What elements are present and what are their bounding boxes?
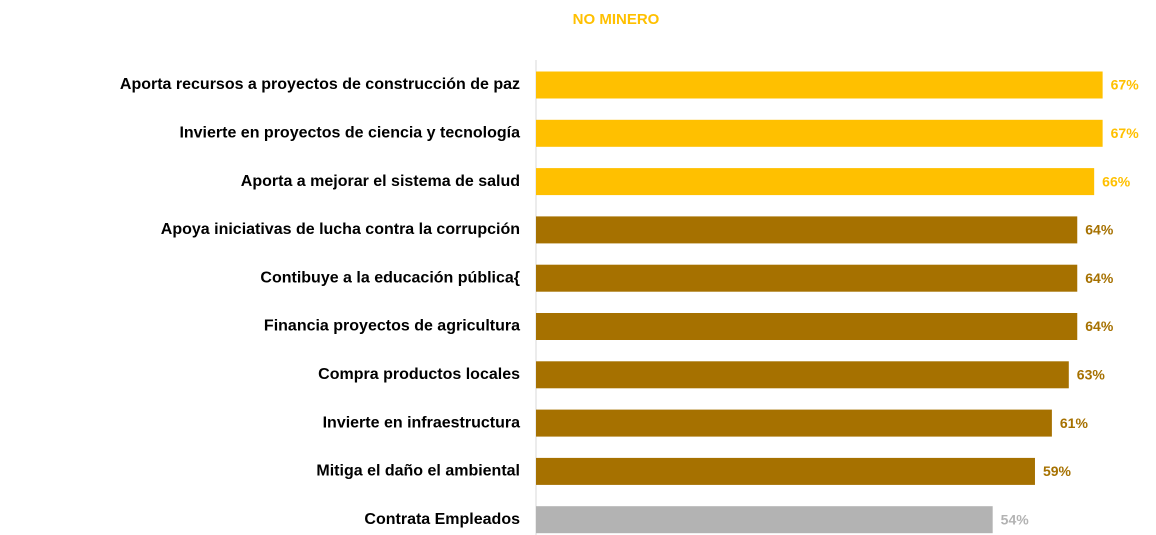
category-label: Invierte en proyectos de ciencia y tecno… [179, 125, 520, 142]
value-label: 54% [1001, 511, 1030, 527]
category-label: Apoya iniciativas de lucha contra la cor… [161, 221, 520, 238]
value-label: 59% [1043, 463, 1072, 479]
bar [536, 264, 1078, 292]
bar [536, 361, 1069, 389]
value-label: 64% [1085, 222, 1114, 238]
category-label: Compra productos locales [318, 366, 520, 383]
category-label: Contibuye a la educación pública{ [260, 269, 520, 286]
value-label: 67% [1111, 77, 1140, 93]
bar [536, 457, 1035, 485]
bar [536, 216, 1078, 244]
category-label: Mitiga el daño el ambiental [316, 463, 520, 480]
category-label: Invierte en infraestructura [323, 414, 521, 431]
value-label: 64% [1085, 270, 1114, 286]
bar [536, 409, 1052, 437]
bar [536, 168, 1095, 196]
bar [536, 71, 1103, 99]
value-label: 61% [1060, 415, 1089, 431]
category-label: Contrata Empleados [364, 511, 520, 528]
bar [536, 313, 1078, 340]
value-label: 63% [1077, 367, 1106, 383]
value-label: 67% [1111, 125, 1140, 141]
value-label: 64% [1085, 318, 1114, 334]
category-label: Financia proyectos de agricultura [264, 318, 520, 335]
category-label: Aporta a mejorar el sistema de salud [241, 173, 520, 190]
category-label: Aporta recursos a proyectos de construcc… [120, 76, 520, 93]
bar [536, 506, 993, 534]
chart-title: NO MINERO [573, 11, 660, 28]
bar [536, 119, 1103, 147]
value-label: 66% [1102, 173, 1131, 189]
